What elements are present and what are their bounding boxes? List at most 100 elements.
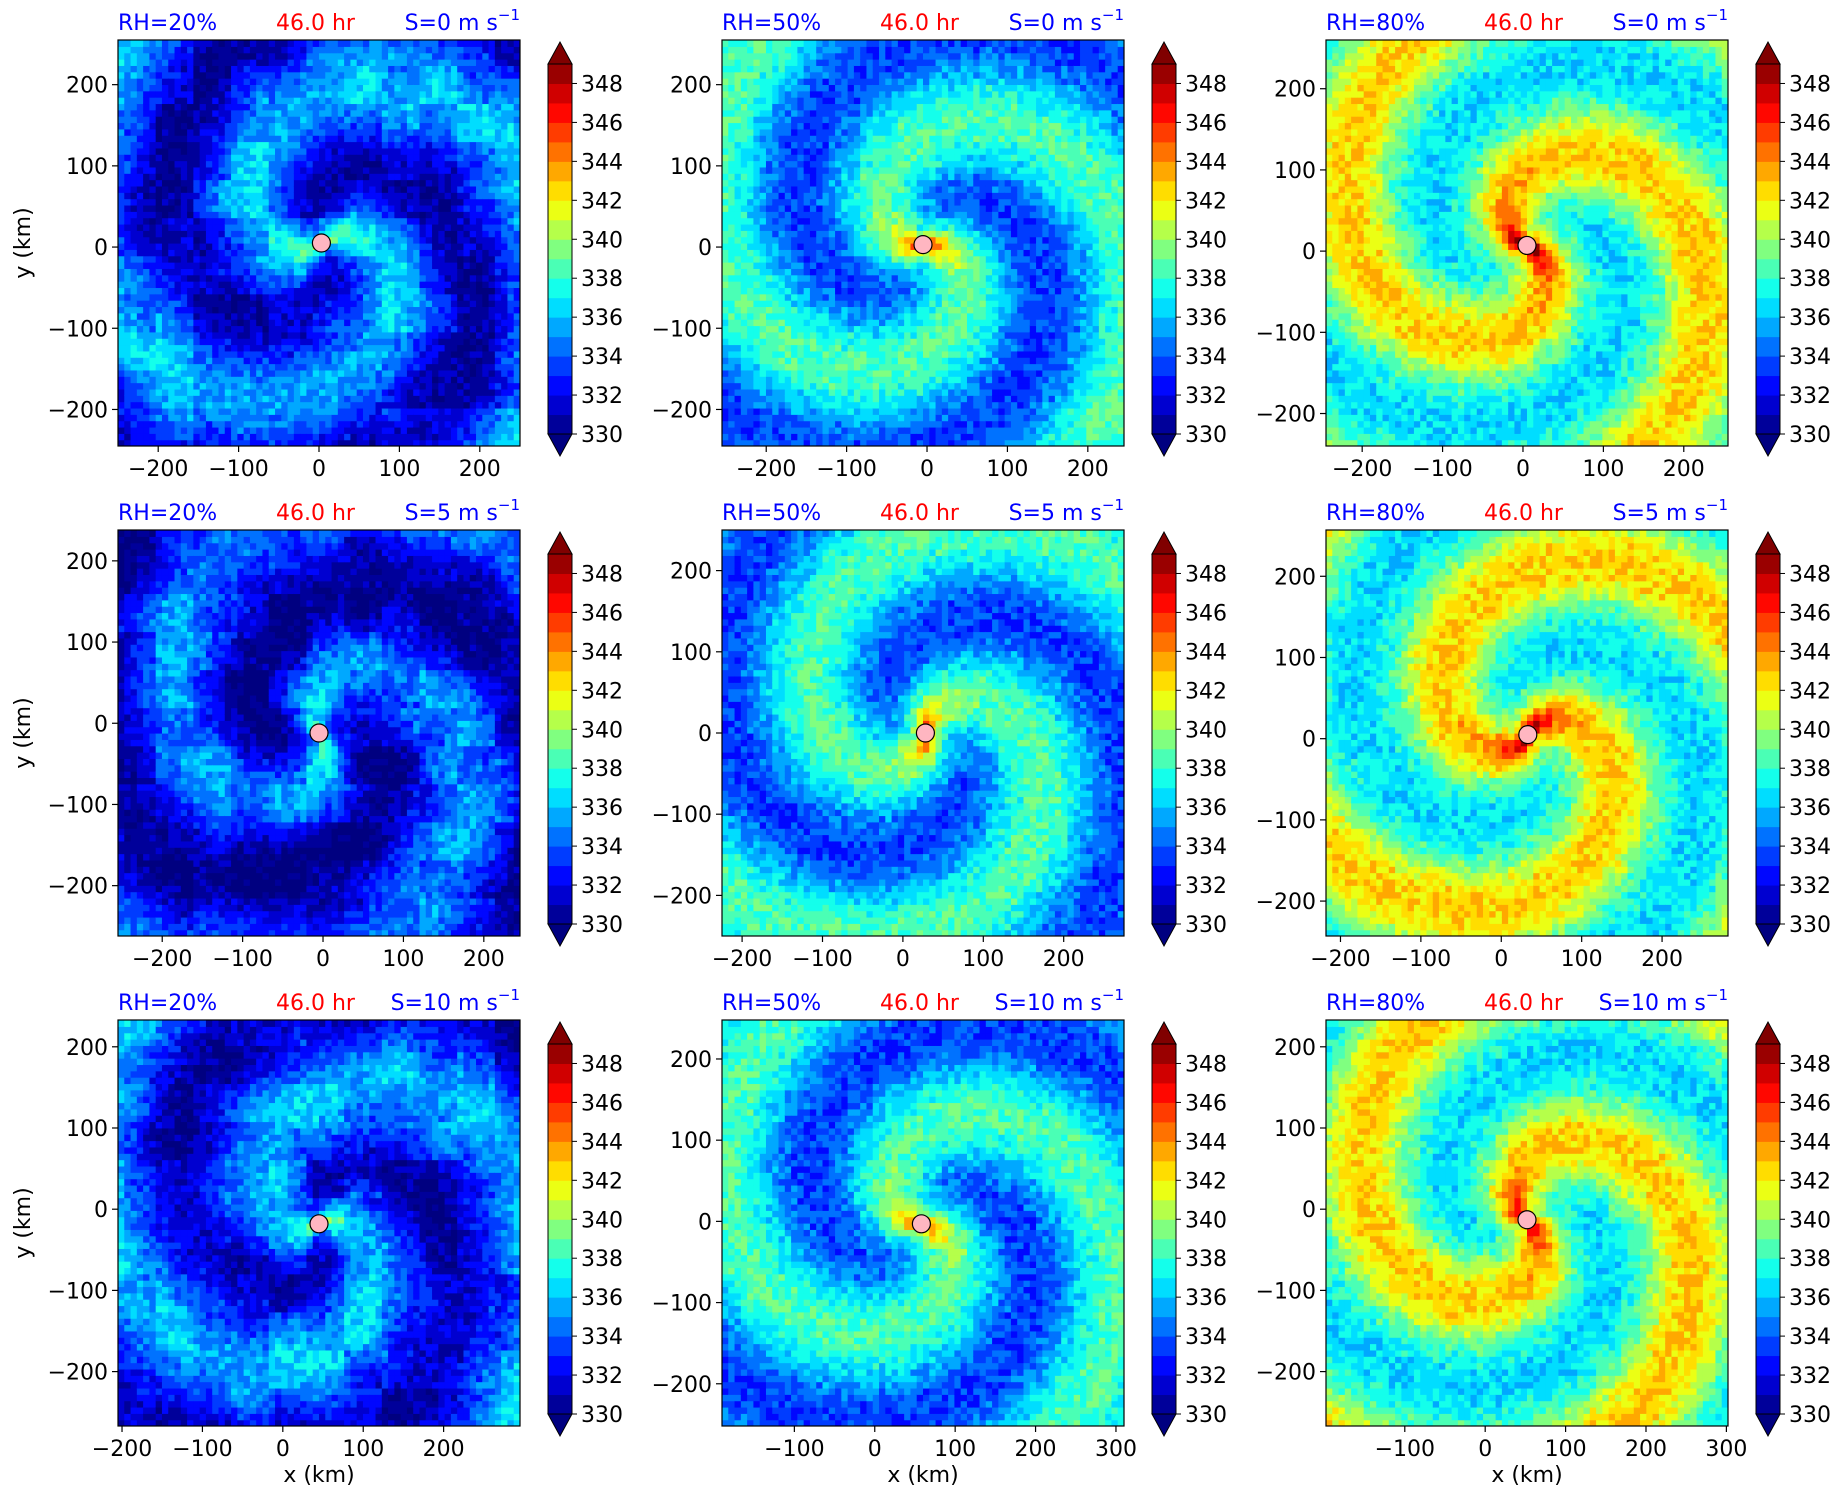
x-tick-label: −200 <box>712 947 772 972</box>
colorbar-extend-max <box>1151 40 1177 65</box>
colorbar-bin <box>1152 1199 1176 1220</box>
axes-frame <box>721 39 1125 447</box>
colorbar-tick-label: 346 <box>1185 111 1227 136</box>
storm-center-marker <box>1518 725 1538 745</box>
rh-label: RH=50% <box>722 11 821 36</box>
y-tick-label: −100 <box>48 317 108 342</box>
colorbar-bin <box>1756 1355 1780 1376</box>
colorbar-tick-label: 342 <box>1185 1169 1227 1194</box>
colorbar-tick-label: 330 <box>581 913 623 938</box>
colorbar-bin <box>548 1394 572 1415</box>
y-tick-label: 200 <box>66 74 108 99</box>
colorbar-tick-label: 336 <box>1185 796 1227 821</box>
shear-label: S=5 m s−1 <box>1613 496 1728 526</box>
colorbar-tick-label: 346 <box>581 111 623 136</box>
colorbar-tick-label: 348 <box>1789 1052 1831 1077</box>
colorbar-bin <box>548 670 572 691</box>
colorbar-extend-max <box>1151 1020 1177 1045</box>
x-tick-label: 0 <box>312 457 326 482</box>
shear-label: S=10 m s−1 <box>1599 986 1728 1016</box>
x-tick-label: −200 <box>736 457 796 482</box>
colorbar-bin <box>1756 375 1780 396</box>
y-tick-label: 100 <box>66 631 108 656</box>
rh-label: RH=20% <box>118 991 217 1016</box>
rh-label: RH=20% <box>118 501 217 526</box>
colorbar-bin <box>548 807 572 828</box>
colorbar-bin <box>548 122 572 143</box>
colorbar-bin <box>1756 612 1780 633</box>
shear-label-text: S=10 m s <box>995 991 1102 1016</box>
storm-center-marker <box>1517 1210 1537 1230</box>
colorbar-bin <box>1152 573 1176 594</box>
y-tick-label: 100 <box>1274 1117 1316 1142</box>
colorbar-tick-label: 342 <box>581 1169 623 1194</box>
colorbar-tick-label: 348 <box>1789 72 1831 97</box>
colorbar-bin <box>548 904 572 925</box>
panel-9: −100 0 100 200 300 −200 −100 0 100 200 RH=80% 46.0 … <box>1256 986 1831 1488</box>
colorbar-tick-label: 342 <box>1185 189 1227 214</box>
panel-7: −200 −100 0 100 200 −200 −100 0 100 200 RH=20% 46.0… <box>11 986 623 1488</box>
time-label: 46.0 hr <box>880 11 960 36</box>
colorbar-bin <box>1152 670 1176 691</box>
colorbar-extend-max <box>547 530 573 555</box>
colorbar-bin <box>548 768 572 789</box>
x-tick-label: 100 <box>1545 1437 1587 1462</box>
shear-label: S=0 m s−1 <box>1613 6 1728 36</box>
shear-unit-exponent: −1 <box>1706 6 1728 24</box>
colorbar: 330 332 334 336 338 340 342 344 346 348 <box>547 530 623 948</box>
colorbar-bin <box>1756 297 1780 318</box>
colorbar-tick-label: 340 <box>1185 1208 1227 1233</box>
colorbar-tick-label: 332 <box>1789 874 1831 899</box>
colorbar-tick-label: 332 <box>581 384 623 409</box>
time-label: 46.0 hr <box>276 501 356 526</box>
colorbar-tick-label: 334 <box>1789 345 1831 370</box>
colorbar-bin <box>1756 904 1780 925</box>
colorbar-bin <box>1152 141 1176 162</box>
shear-label: S=5 m s−1 <box>405 496 520 526</box>
colorbar-tick-label: 342 <box>1789 679 1831 704</box>
x-tick-label: 200 <box>463 947 505 972</box>
colorbar-tick-label: 340 <box>1789 228 1831 253</box>
colorbar-bin <box>1152 1141 1176 1162</box>
colorbar-tick-label: 330 <box>581 1403 623 1428</box>
colorbar-tick-label: 338 <box>1789 267 1831 292</box>
heatmap-field <box>722 40 1124 446</box>
x-axis-label: x (km) <box>1491 1463 1562 1488</box>
storm-center-marker <box>1517 235 1537 256</box>
colorbar-bin <box>1152 122 1176 143</box>
colorbar-bin <box>1756 554 1780 574</box>
colorbar-bin <box>548 278 572 299</box>
colorbar-bin <box>1152 200 1176 221</box>
x-tick-label: −100 <box>792 947 852 972</box>
colorbar-tick-label: 336 <box>581 1286 623 1311</box>
colorbar-bin <box>548 1141 572 1162</box>
y-tick-label: 100 <box>1274 159 1316 184</box>
y-axis-label: y (km) <box>11 1187 36 1258</box>
colorbar-tick-label: 348 <box>1185 562 1227 587</box>
colorbar-bin <box>548 885 572 906</box>
heatmap-field <box>1326 530 1728 936</box>
shear-unit-exponent: −1 <box>1102 6 1124 24</box>
x-tick-label: 100 <box>986 457 1028 482</box>
y-tick-label: 200 <box>1274 1036 1316 1061</box>
colorbar-bin <box>548 690 572 711</box>
colorbar-bin <box>1152 885 1176 906</box>
colorbar-bin <box>548 258 572 279</box>
y-tick-label: −200 <box>652 1373 712 1398</box>
colorbar-bin <box>548 161 572 182</box>
y-tick-label: 0 <box>1302 240 1316 265</box>
colorbar-bin <box>548 709 572 730</box>
colorbar-bin <box>1152 826 1176 847</box>
axes-frame <box>1325 1019 1729 1427</box>
colorbar-tick-label: 336 <box>1789 1286 1831 1311</box>
colorbar-bin <box>1756 122 1780 143</box>
x-tick-label: 300 <box>1705 1437 1747 1462</box>
colorbar-bin <box>1756 865 1780 886</box>
y-tick-label: 200 <box>670 74 712 99</box>
colorbar-bin <box>1152 161 1176 182</box>
colorbar-tick-label: 348 <box>1185 1052 1227 1077</box>
y-tick-label: 100 <box>1274 646 1316 671</box>
colorbar-tick-label: 334 <box>1185 835 1227 860</box>
x-tick-label: 100 <box>382 947 424 972</box>
